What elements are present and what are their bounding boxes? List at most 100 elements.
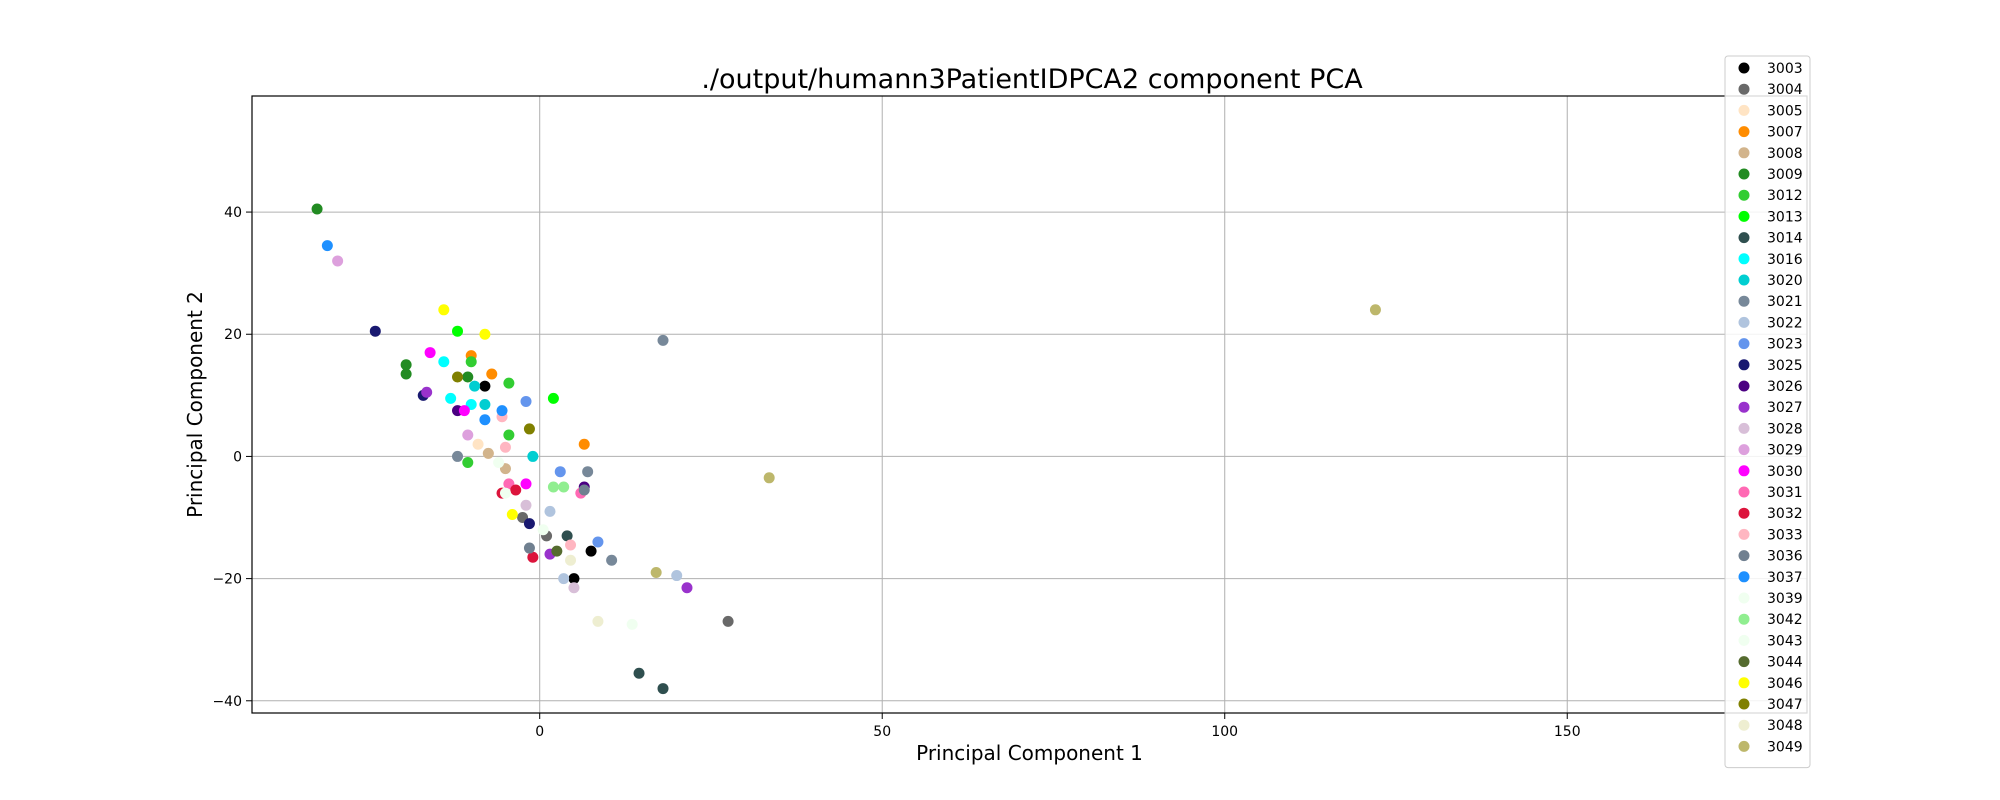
data-point — [523, 542, 535, 554]
legend-label: 3023 — [1767, 337, 1803, 353]
legend-marker — [1738, 126, 1750, 138]
data-point — [763, 472, 775, 484]
series-3021 — [452, 334, 669, 566]
series-3042 — [547, 481, 570, 493]
series-3043 — [537, 524, 638, 630]
legend-marker — [1738, 592, 1750, 604]
data-point — [1369, 304, 1381, 316]
legend-label: 3008 — [1767, 146, 1803, 162]
data-point — [465, 356, 477, 368]
data-point — [479, 328, 491, 340]
data-point — [561, 530, 573, 542]
series-3022 — [544, 505, 683, 585]
series-3020 — [469, 380, 539, 462]
data-point — [369, 325, 381, 337]
data-point — [633, 667, 645, 679]
legend-marker — [1738, 634, 1750, 646]
x-tick-label: 100 — [1211, 724, 1238, 740]
data-point — [493, 457, 505, 469]
legend-marker — [1738, 571, 1750, 583]
legend-label: 3033 — [1767, 527, 1803, 543]
legend-label: 3014 — [1767, 231, 1803, 247]
series-3004 — [517, 512, 734, 627]
data-point — [568, 573, 580, 585]
data-point — [671, 570, 683, 582]
legend-marker — [1738, 528, 1750, 540]
legend-label: 3037 — [1767, 570, 1803, 586]
data-point — [551, 545, 563, 557]
data-point — [510, 484, 522, 496]
legend-marker — [1738, 444, 1750, 456]
x-tick-label: 50 — [873, 724, 891, 740]
legend-label: 3012 — [1767, 188, 1803, 204]
series-3003 — [479, 380, 597, 585]
legend-label: 3031 — [1767, 485, 1803, 501]
data-point — [554, 466, 566, 478]
series-3013 — [452, 325, 559, 404]
data-points — [311, 203, 1381, 695]
legend-label: 3016 — [1767, 252, 1803, 268]
legend-marker — [1738, 338, 1750, 350]
legend-marker — [1738, 104, 1750, 116]
x-axis-label: Principal Component 1 — [916, 741, 1143, 765]
legend-marker — [1738, 232, 1750, 244]
legend-label: 3046 — [1767, 676, 1803, 692]
data-point — [527, 551, 539, 563]
y-tick-label: −20 — [212, 572, 242, 588]
legend-label: 3032 — [1767, 506, 1803, 522]
legend-label: 3030 — [1767, 464, 1803, 480]
data-point — [462, 429, 474, 441]
legend-label: 3005 — [1767, 103, 1803, 119]
legend-label: 3044 — [1767, 655, 1803, 671]
data-point — [558, 481, 570, 493]
legend-marker — [1738, 507, 1750, 519]
legend-label: 3009 — [1767, 167, 1803, 183]
legend-label: 3020 — [1767, 273, 1803, 289]
data-point — [523, 423, 535, 435]
data-point — [482, 447, 494, 459]
data-point — [582, 466, 594, 478]
legend-label: 3048 — [1767, 718, 1803, 734]
legend-marker — [1738, 359, 1750, 371]
legend-marker — [1738, 422, 1750, 434]
data-point — [722, 615, 734, 627]
data-point — [657, 334, 669, 346]
data-point — [592, 536, 604, 548]
legend-marker — [1738, 62, 1750, 74]
data-point — [438, 356, 450, 368]
x-tick-label: 0 — [535, 724, 544, 740]
legend-marker — [1738, 486, 1750, 498]
data-point — [479, 399, 491, 410]
series-3012 — [462, 356, 515, 469]
legend-marker — [1738, 719, 1750, 731]
data-point — [537, 524, 549, 536]
legend-label: 3028 — [1767, 421, 1803, 437]
data-point — [585, 545, 597, 557]
data-point — [462, 457, 474, 469]
series-3048 — [565, 554, 604, 627]
legend-label: 3025 — [1767, 358, 1803, 374]
x-tick-label: 150 — [1554, 724, 1581, 740]
data-point — [472, 438, 484, 450]
data-point — [462, 371, 474, 383]
data-point — [592, 615, 604, 627]
legend-marker — [1738, 274, 1750, 286]
data-point — [400, 359, 412, 371]
legend-label: 3049 — [1767, 739, 1803, 755]
data-point — [527, 450, 539, 462]
series-3026 — [452, 405, 590, 493]
legend-marker — [1738, 380, 1750, 392]
data-point — [578, 438, 590, 450]
data-point — [479, 380, 491, 392]
data-point — [311, 203, 323, 215]
series-3036 — [523, 484, 590, 554]
series-3047 — [452, 371, 535, 435]
series-3044 — [551, 545, 563, 557]
y-tick-label: −40 — [212, 694, 242, 710]
data-point — [479, 414, 491, 426]
legend-marker — [1738, 550, 1750, 562]
data-point — [438, 304, 450, 316]
legend-label: 3043 — [1767, 633, 1803, 649]
data-point — [503, 429, 515, 441]
